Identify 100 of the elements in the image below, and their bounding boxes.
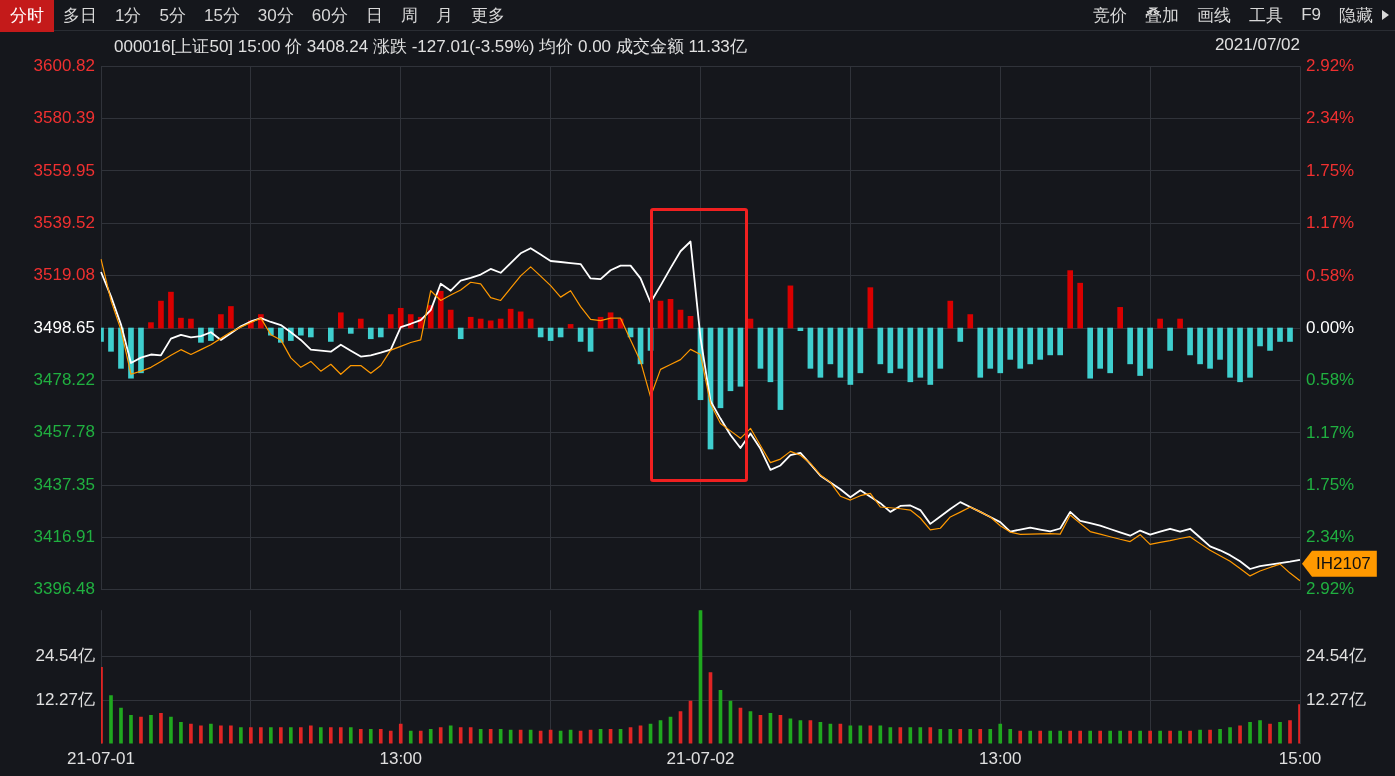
bar	[1257, 327, 1263, 347]
bar	[997, 327, 1004, 374]
bar	[1288, 720, 1292, 744]
bar	[908, 727, 913, 744]
bar	[927, 327, 934, 385]
bar	[457, 327, 464, 340]
bar	[1007, 327, 1014, 360]
bar	[148, 322, 154, 329]
bar	[178, 317, 184, 329]
bar	[1067, 270, 1074, 329]
bar	[249, 727, 253, 744]
bar	[229, 725, 233, 744]
bar	[158, 300, 164, 329]
bar	[1138, 730, 1142, 744]
bar	[1088, 730, 1093, 744]
y-tick-label: 3478.22	[33, 370, 95, 390]
y-tick-label: 3437.35	[33, 474, 95, 494]
bar	[169, 716, 173, 744]
y-tick-label: 3600.82	[33, 55, 95, 75]
bar	[1047, 327, 1054, 356]
bar	[967, 314, 974, 329]
bar	[1217, 327, 1223, 360]
bar	[458, 727, 463, 744]
bar	[928, 727, 933, 744]
bar	[298, 327, 304, 336]
y-tick-label: 3457.78	[33, 422, 95, 442]
text: F9	[1300, 5, 1322, 25]
bar	[447, 309, 454, 329]
bar	[477, 318, 484, 329]
y-tick-label: 3416.91	[33, 527, 95, 547]
y2-tick-label: 2.92%	[1306, 55, 1355, 75]
bar	[1167, 327, 1173, 351]
bar	[1287, 327, 1293, 342]
bar	[149, 714, 153, 744]
bar	[937, 327, 944, 369]
bar	[1018, 730, 1023, 744]
bar	[1087, 327, 1094, 379]
bar	[318, 727, 323, 744]
bar	[1078, 730, 1083, 744]
bar	[1028, 730, 1033, 744]
series-label: IH2107	[1316, 554, 1371, 574]
bar	[1017, 327, 1024, 369]
bar	[119, 707, 123, 744]
text: 分时	[0, 0, 54, 32]
bar	[907, 327, 914, 383]
bar	[1227, 327, 1233, 378]
bar	[337, 312, 344, 329]
bar	[1277, 327, 1283, 342]
text: 60分	[310, 4, 349, 27]
bar	[1117, 307, 1123, 329]
bar	[1068, 730, 1073, 744]
bar	[138, 327, 144, 374]
y2-tick-label: 0.58%	[1306, 265, 1355, 285]
y2-tick-label: 1.75%	[1306, 474, 1355, 494]
bar	[259, 727, 263, 744]
bar	[1197, 327, 1203, 365]
bar	[387, 314, 394, 329]
bar	[347, 327, 354, 334]
text: 隐藏	[1338, 4, 1374, 27]
bar	[239, 727, 243, 744]
bar	[398, 723, 403, 744]
bar	[1238, 725, 1242, 744]
bar	[478, 729, 483, 744]
bar	[338, 727, 343, 744]
bar	[1057, 327, 1064, 356]
chart-subtitle: 2021/07/02	[1214, 35, 1300, 55]
text: 工具	[1248, 4, 1285, 27]
y2-tick-label: 2.92%	[1306, 579, 1355, 599]
bar	[1268, 723, 1272, 744]
bar	[938, 729, 943, 744]
x-tick-label: 21-07-01	[66, 749, 136, 769]
bar	[397, 307, 404, 329]
bar	[488, 729, 493, 744]
bar	[1247, 327, 1253, 378]
y-tick-label: 3539.52	[33, 212, 95, 232]
bar	[129, 714, 133, 744]
bar	[1218, 729, 1222, 744]
bar	[1248, 721, 1252, 744]
bar	[299, 727, 303, 744]
text: 月	[434, 4, 454, 27]
bar	[487, 320, 494, 329]
bar	[1147, 327, 1153, 369]
bar	[1107, 327, 1113, 374]
y-tick-label: 12.27亿	[35, 689, 95, 709]
bar	[968, 729, 973, 744]
bar	[468, 727, 473, 744]
bar	[948, 729, 953, 744]
bar	[917, 327, 924, 378]
bar	[388, 730, 393, 744]
x-tick-label: 21-07-02	[666, 749, 735, 769]
bar	[368, 729, 373, 744]
bar	[1038, 730, 1043, 744]
bar	[188, 318, 194, 329]
bar	[987, 327, 994, 369]
bar	[1108, 730, 1112, 744]
bar	[1198, 729, 1202, 744]
bar	[957, 327, 964, 342]
y2-tick-label: 2.34%	[1306, 527, 1355, 547]
bar	[168, 291, 174, 329]
bar	[357, 318, 364, 329]
